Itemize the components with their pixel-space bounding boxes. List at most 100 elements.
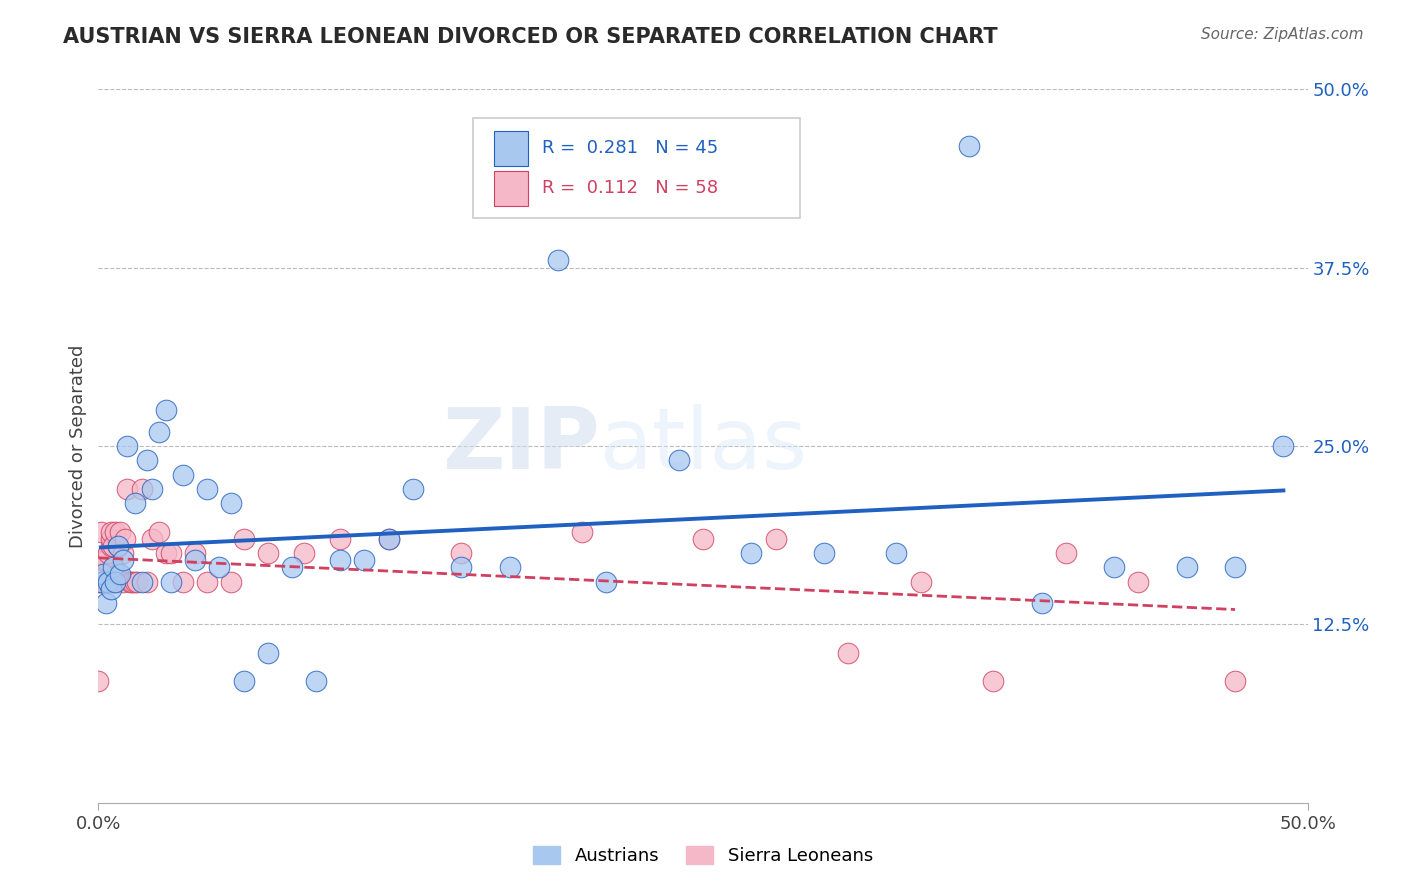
- Point: [101, 539, 124, 553]
- Point: [1223, 560, 1246, 574]
- Point: [184, 546, 207, 560]
- Point: [571, 524, 593, 539]
- Bar: [494, 131, 527, 166]
- Point: [101, 574, 124, 589]
- Point: [195, 574, 218, 589]
- Point: [87, 567, 110, 582]
- Point: [131, 574, 153, 589]
- Point: [87, 574, 110, 589]
- FancyBboxPatch shape: [474, 118, 800, 218]
- Point: [329, 532, 352, 546]
- Point: [111, 553, 134, 567]
- Text: AUSTRIAN VS SIERRA LEONEAN DIVORCED OR SEPARATED CORRELATION CHART: AUSTRIAN VS SIERRA LEONEAN DIVORCED OR S…: [63, 27, 998, 46]
- Point: [90, 524, 112, 539]
- Point: [668, 453, 690, 467]
- Point: [172, 574, 194, 589]
- Point: [740, 546, 762, 560]
- Point: [160, 574, 183, 589]
- Point: [1272, 439, 1295, 453]
- Point: [107, 539, 129, 553]
- Point: [208, 560, 231, 574]
- Point: [1054, 546, 1077, 560]
- Point: [135, 453, 157, 467]
- Point: [131, 482, 153, 496]
- Point: [87, 560, 110, 574]
- Point: [886, 546, 908, 560]
- Point: [91, 567, 114, 582]
- Point: [232, 532, 254, 546]
- Point: [1175, 560, 1198, 574]
- Point: [305, 674, 328, 689]
- Point: [184, 553, 207, 567]
- Point: [837, 646, 859, 660]
- Point: [108, 567, 131, 582]
- Point: [94, 596, 117, 610]
- Point: [90, 574, 112, 589]
- Point: [1102, 560, 1125, 574]
- Point: [107, 567, 129, 582]
- Y-axis label: Divorced or Separated: Divorced or Separated: [69, 344, 87, 548]
- Point: [100, 524, 122, 539]
- Point: [107, 539, 129, 553]
- Point: [692, 532, 714, 546]
- Point: [141, 482, 163, 496]
- Point: [94, 574, 117, 589]
- Point: [114, 532, 136, 546]
- Point: [135, 574, 157, 589]
- Point: [256, 646, 278, 660]
- Point: [329, 553, 352, 567]
- Point: [981, 674, 1004, 689]
- Point: [1031, 596, 1053, 610]
- Point: [121, 574, 143, 589]
- Point: [90, 567, 112, 582]
- Point: [595, 574, 617, 589]
- Point: [104, 574, 127, 589]
- Point: [1223, 674, 1246, 689]
- Point: [292, 546, 315, 560]
- Point: [118, 574, 141, 589]
- Text: R =  0.112   N = 58: R = 0.112 N = 58: [543, 179, 718, 197]
- Text: R =  0.281   N = 45: R = 0.281 N = 45: [543, 139, 718, 157]
- Point: [111, 574, 134, 589]
- Bar: [494, 171, 527, 205]
- Point: [160, 546, 183, 560]
- Point: [377, 532, 399, 546]
- Point: [256, 546, 278, 560]
- Point: [87, 674, 110, 689]
- Point: [124, 574, 146, 589]
- Point: [90, 560, 112, 574]
- Point: [104, 524, 127, 539]
- Point: [957, 139, 980, 153]
- Point: [108, 524, 131, 539]
- Point: [91, 567, 114, 582]
- Point: [221, 574, 243, 589]
- Point: [281, 560, 304, 574]
- Point: [221, 496, 243, 510]
- Point: [148, 524, 170, 539]
- Point: [91, 574, 114, 589]
- Point: [91, 553, 114, 567]
- Point: [94, 553, 117, 567]
- Legend: Austrians, Sierra Leoneans: Austrians, Sierra Leoneans: [533, 846, 873, 865]
- Point: [1128, 574, 1150, 589]
- Point: [101, 560, 124, 574]
- Point: [127, 574, 149, 589]
- Point: [100, 539, 122, 553]
- Point: [377, 532, 399, 546]
- Point: [97, 574, 120, 589]
- Point: [100, 582, 122, 596]
- Point: [813, 546, 835, 560]
- Point: [232, 674, 254, 689]
- Point: [117, 439, 139, 453]
- Point: [97, 574, 120, 589]
- Point: [90, 574, 112, 589]
- Point: [353, 553, 375, 567]
- Point: [402, 482, 425, 496]
- Point: [910, 574, 932, 589]
- Point: [141, 532, 163, 546]
- Point: [111, 546, 134, 560]
- Point: [155, 403, 177, 417]
- Point: [155, 546, 177, 560]
- Point: [97, 546, 120, 560]
- Point: [765, 532, 787, 546]
